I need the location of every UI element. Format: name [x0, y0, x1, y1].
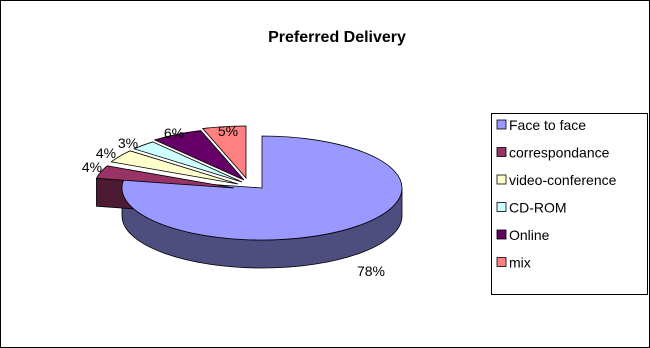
slice-correspondance: [95, 165, 235, 189]
legend-swatch-4: [496, 229, 507, 240]
slice-video-conference: [110, 150, 239, 185]
slice-label-1: 4%: [82, 159, 102, 175]
legend-swatch-1: [496, 147, 507, 157]
chart-title: Preferred Delivery: [268, 29, 406, 46]
slice-label-4: 6%: [164, 125, 184, 141]
legend-label-3: CD-ROM: [509, 200, 567, 216]
legend: Face to face correspondance video-conferen…: [491, 113, 648, 295]
slice-mix: [201, 125, 247, 180]
slice-label-0: 78%: [357, 263, 385, 279]
legend-box: [491, 113, 648, 295]
slice-label-3: 3%: [118, 135, 138, 151]
legend-label-5: mix: [509, 255, 531, 271]
slice-online: [153, 130, 245, 181]
legend-swatch-3: [496, 202, 507, 212]
legend-label-0: Face to face: [509, 117, 586, 133]
legend-swatch-5: [496, 257, 507, 267]
slice-tops: [95, 125, 403, 241]
legend-label-4: Online: [509, 227, 550, 243]
slice-face-to-face: [121, 135, 403, 241]
legend-swatch-0: [496, 119, 507, 130]
legend-label-2: video-conference: [509, 172, 617, 188]
legend-label-1: correspondance: [509, 145, 610, 161]
slice-label-5: 5%: [218, 123, 238, 139]
slice-cd-rom: [132, 141, 243, 183]
slice-label-2: 4%: [96, 145, 116, 161]
legend-swatch-2: [496, 174, 507, 185]
slice-labels: 78%4%4%3%6% 5%: [82, 123, 385, 279]
